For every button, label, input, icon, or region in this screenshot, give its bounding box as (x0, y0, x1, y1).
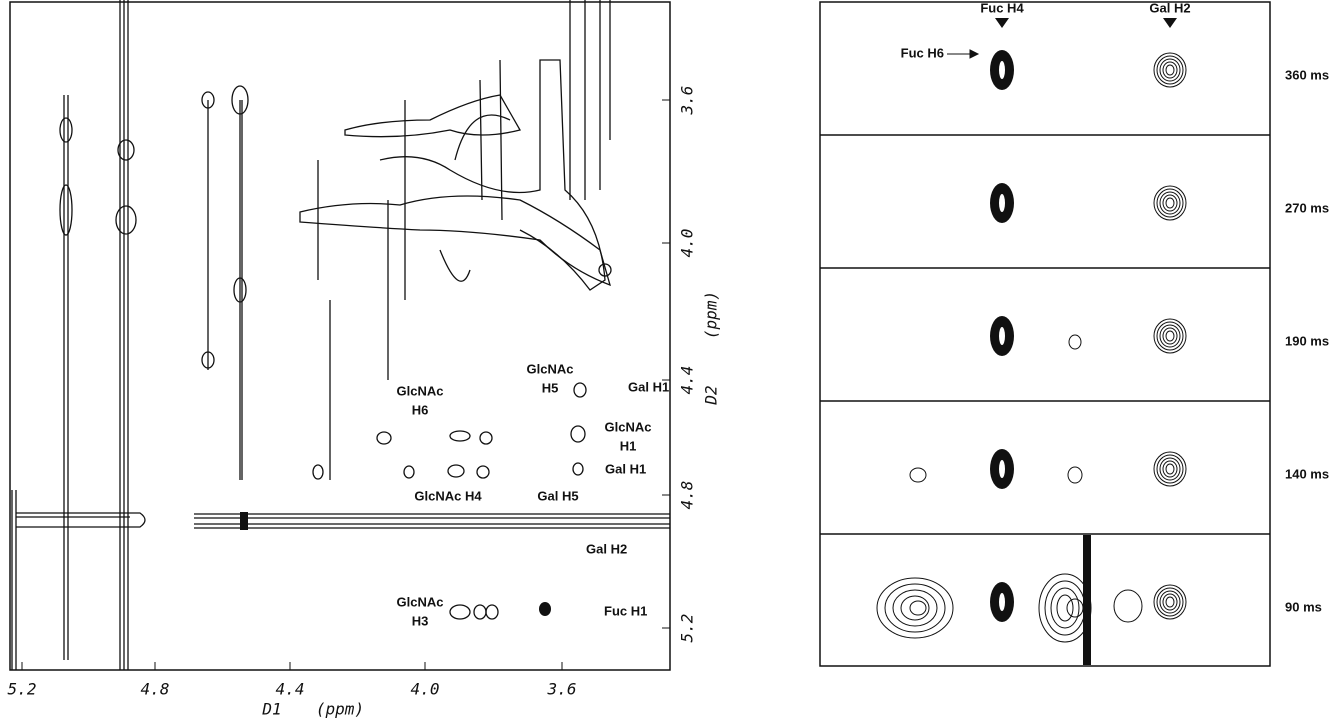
mixing-time: 270 ms (1285, 200, 1329, 215)
contour (1159, 58, 1181, 82)
mixing-time: 360 ms (1285, 67, 1329, 82)
contour (1156, 321, 1184, 351)
mixing-panels (819, 1, 1271, 667)
peak-label: Fuc H4 (980, 0, 1024, 15)
peak-pointer (995, 18, 1177, 28)
contour (1162, 194, 1178, 212)
peak-annotation: GlcNAc (527, 361, 574, 376)
contour (900, 595, 930, 621)
contour (999, 327, 1005, 345)
peak-annotation: GlcNAc (397, 594, 444, 609)
x-tick-label: 5.2 (8, 680, 37, 699)
contour (1153, 52, 1187, 88)
contour (909, 467, 927, 483)
contour (1156, 587, 1184, 617)
y-axis-label: D2 (702, 385, 721, 405)
x-axis-unit: (ppm) (316, 700, 364, 718)
contour (1165, 463, 1175, 475)
contour (999, 593, 1005, 611)
contour (1159, 590, 1181, 614)
panel-frame (819, 1, 1271, 667)
x-axis-label: D1 (261, 700, 281, 718)
contour (1068, 334, 1082, 350)
panel-divider (820, 134, 1270, 535)
peak-annotation: H6 (412, 402, 429, 417)
y-tick-label: 4.8 (678, 481, 697, 510)
contour (1067, 466, 1083, 484)
y-tick-label: 5.2 (678, 614, 697, 643)
y-tick-label: 3.6 (678, 86, 697, 116)
contour (1153, 584, 1187, 620)
contour (876, 577, 954, 639)
contour (1162, 327, 1178, 345)
y-axis-unit: (ppm) (702, 291, 721, 339)
peak-annotation: GlcNAc (605, 419, 652, 434)
mixing-time: 190 ms (1285, 333, 1329, 348)
contour (1083, 535, 1091, 665)
y-tick-label: 4.4 (678, 366, 697, 395)
peak-annotation: Fuc H1 (604, 603, 647, 618)
peak-annotation: H3 (412, 613, 429, 628)
contour (1162, 593, 1178, 611)
contour (1153, 318, 1187, 354)
x-tick-label: 4.8 (141, 680, 170, 699)
contour (1162, 61, 1178, 79)
arrow (947, 49, 980, 59)
x-tick-label: 4.0 (411, 680, 440, 699)
contour (1159, 191, 1181, 215)
contour (1159, 324, 1181, 348)
contours (11, 0, 670, 670)
peak-annotation: GlcNAc H4 (414, 488, 482, 503)
peak-annotation: H1 (620, 438, 637, 453)
contour (999, 194, 1005, 212)
contour (1165, 197, 1175, 209)
peak-annotation: Gal H5 (537, 488, 578, 503)
peak-annotation: Gal H2 (586, 541, 627, 556)
peak-annotation: Gal H1 (605, 461, 646, 476)
peak-label: Fuc H6 (901, 45, 944, 60)
x-tick-label: 4.4 (276, 680, 305, 699)
contour (1156, 55, 1184, 85)
contour (1153, 185, 1187, 221)
y-tick-label: 4.0 (678, 229, 697, 258)
contour (1165, 596, 1175, 608)
contour (1153, 451, 1187, 487)
contour (999, 460, 1005, 478)
contour (1156, 454, 1184, 484)
contour (1165, 64, 1175, 76)
contour (1050, 587, 1080, 629)
x-tick-label: 3.6 (547, 680, 577, 699)
peak-annotation: H5 (542, 380, 559, 395)
mixing-time: 90 ms (1285, 599, 1322, 614)
peak-annotation: GlcNAc (397, 383, 444, 398)
contour (1165, 330, 1175, 342)
contour (1056, 594, 1074, 622)
contour (1113, 589, 1143, 623)
mixing-time: 140 ms (1285, 466, 1329, 481)
contour (999, 61, 1005, 79)
contour (1162, 460, 1178, 478)
peak-label: Gal H2 (1149, 0, 1190, 15)
peak-annotation: Gal H1 (628, 379, 669, 394)
spectrum-frame (9, 1, 671, 671)
contour (892, 589, 938, 627)
contour (1066, 598, 1084, 618)
contour (1156, 188, 1184, 218)
contour (884, 583, 946, 633)
contour (1159, 457, 1181, 481)
contour (909, 600, 927, 616)
